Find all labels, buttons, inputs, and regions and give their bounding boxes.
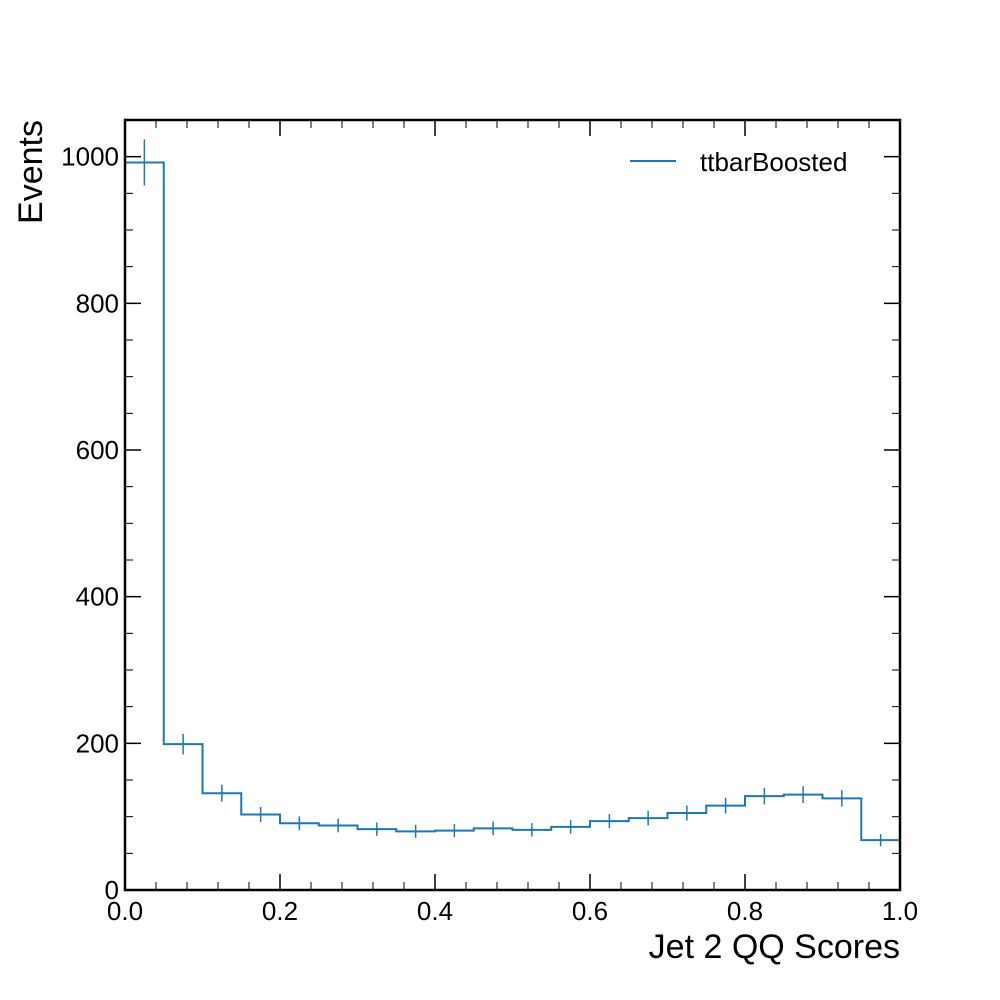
y-tick-label: 400 [76, 582, 119, 612]
x-tick-label: 0.0 [107, 896, 143, 926]
plot-background [125, 120, 900, 890]
y-axis-title: Events [12, 120, 50, 224]
plot-frame [123, 118, 902, 892]
x-tick-label: 0.8 [727, 896, 763, 926]
series-layer [125, 139, 900, 847]
x-axis-title: Jet 2 QQ Scores [649, 928, 900, 966]
x-tick-label: 0.4 [417, 896, 453, 926]
y-tick-label: 200 [76, 728, 119, 758]
x-tick-label: 0.2 [262, 896, 298, 926]
y-tick-labels: 0 200 400 600 800 1000 [61, 142, 119, 905]
y-tick-label: 600 [76, 435, 119, 465]
minor-ticks [125, 120, 900, 890]
y-tick-label: 1000 [61, 142, 119, 172]
y-tick-label: 800 [76, 288, 119, 318]
legend-label: ttbarBoosted [700, 147, 847, 177]
x-tick-labels: 0.0 0.2 0.4 0.6 0.8 1.0 [107, 896, 918, 926]
x-tick-label: 0.6 [572, 896, 608, 926]
x-tick-label: 1.0 [882, 896, 918, 926]
y-tick-label: 0 [105, 875, 119, 905]
legend: ttbarBoosted [630, 147, 847, 177]
